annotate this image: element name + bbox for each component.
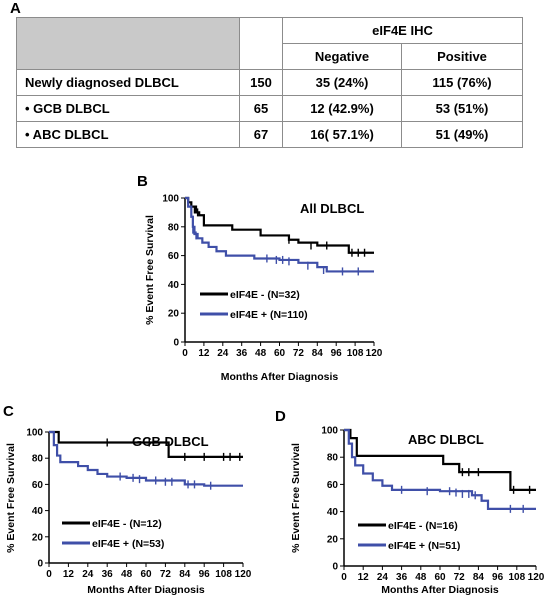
- chart-1-y-tick-label: 60: [32, 480, 44, 491]
- chart-0-y-tick-label: 100: [162, 194, 179, 205]
- chart-2-series-0-line: [344, 428, 536, 491]
- chart-2-y-tick-label: 40: [327, 507, 339, 518]
- chart-2-y-axis-label: % Event Free Survival: [290, 443, 302, 553]
- chart-2-x-tick-label: 48: [415, 572, 427, 583]
- chart-1-legend-label: eIF4E - (N=12): [92, 518, 162, 530]
- chart-2-y-tick-label: 0: [332, 562, 338, 573]
- chart-2-x-tick-label: 24: [377, 572, 389, 583]
- chart-1-y-tick-label: 80: [32, 454, 44, 465]
- chart-0-legend-label: eIF4E + (N=110): [230, 309, 308, 321]
- chart-1-x-tick-label: 12: [63, 569, 75, 580]
- chart-2-legend-label: eIF4E + (N=51): [388, 540, 460, 552]
- table-row-label: Newly diagnosed DLBCL: [16, 69, 240, 96]
- chart-1-x-tick-label: 120: [235, 569, 252, 580]
- chart-0-x-tick-label: 84: [312, 348, 324, 359]
- table-row-n: 67: [239, 121, 283, 148]
- chart-0-y-tick-label: 0: [173, 338, 179, 349]
- chart-2-x-tick-label: 0: [341, 572, 347, 583]
- chart-0-x-axis-label: Months After Diagnosis: [221, 371, 339, 383]
- chart-2-x-tick-label: 108: [508, 572, 525, 583]
- chart-2-x-tick-label: 96: [492, 572, 504, 583]
- chart-2-legend-label: eIF4E - (N=16): [388, 520, 458, 532]
- chart-1-x-tick-label: 72: [160, 569, 172, 580]
- chart-1-x-tick-label: 60: [140, 569, 152, 580]
- chart-1-x-tick-label: 48: [121, 569, 133, 580]
- chart-0-x-tick-label: 0: [182, 348, 188, 359]
- table-subheader-row: Negative Positive: [17, 43, 523, 70]
- table-row: • ABC DLBCL 67 16( 57.1%) 51 (49%): [16, 121, 523, 148]
- chart-2-y-tick-label: 60: [327, 480, 339, 491]
- chart-0-x-tick-label: 36: [236, 348, 248, 359]
- chart-2-x-tick-label: 120: [528, 572, 545, 583]
- chart-2-y-tick-label: 100: [321, 426, 338, 437]
- chart-0-y-tick-label: 80: [168, 222, 180, 233]
- table-row-positive: 53 (51%): [401, 95, 523, 122]
- chart-0-legend-label: eIF4E - (N=32): [230, 289, 300, 301]
- chart-1-x-tick-label: 36: [102, 569, 114, 580]
- table-col-positive: Positive: [401, 43, 523, 70]
- chart-2-series-1-line: [344, 428, 536, 510]
- chart-0-x-tick-label: 72: [293, 348, 305, 359]
- chart-0-x-tick-label: 96: [331, 348, 343, 359]
- chart-0-series-1-line: [185, 196, 374, 273]
- chart-1-x-tick-label: 24: [82, 569, 94, 580]
- chart-1-x-tick-label: 96: [199, 569, 211, 580]
- chart-0-y-tick-label: 20: [168, 309, 180, 320]
- chart-1-x-tick-label: 0: [46, 569, 52, 580]
- table-row-label: • GCB DLBCL: [16, 95, 240, 122]
- chart-1-title: GCB DLBCL: [132, 434, 209, 449]
- chart-1-x-axis-label: Months After Diagnosis: [87, 584, 205, 596]
- table-n-header-cell: [239, 17, 283, 70]
- chart-0-x-tick-label: 24: [217, 348, 229, 359]
- chart-0-x-tick-label: 60: [274, 348, 286, 359]
- chart-1-y-tick-label: 20: [32, 532, 44, 543]
- table-row: • GCB DLBCL 65 12 (42.9%) 53 (51%): [16, 95, 523, 122]
- table-row-negative: 35 (24%): [282, 69, 402, 96]
- chart-0-y-tick-label: 60: [168, 251, 180, 262]
- panel-label-a: A: [10, 0, 21, 17]
- chart-1-legend-label: eIF4E + (N=53): [92, 538, 164, 550]
- chart-2-x-tick-label: 84: [473, 572, 485, 583]
- panel-label-b: B: [137, 173, 148, 190]
- chart-1-y-tick-label: 0: [37, 559, 43, 570]
- chart-1-y-tick-label: 100: [26, 428, 43, 439]
- table-row-negative: 16( 57.1%): [282, 121, 402, 148]
- chart-2-x-tick-label: 72: [454, 572, 466, 583]
- chart-2-title: ABC DLBCL: [408, 432, 484, 447]
- table-row-positive: 115 (76%): [401, 69, 523, 96]
- chart-0-y-tick-label: 40: [168, 280, 180, 291]
- chart-1-x-tick-label: 84: [179, 569, 191, 580]
- chart-1-series-1-line: [49, 430, 243, 487]
- chart-1-y-axis-label: % Event Free Survival: [5, 443, 17, 553]
- chart-2-x-tick-label: 60: [434, 572, 446, 583]
- table-row-negative: 12 (42.9%): [282, 95, 402, 122]
- eif4e-ihc-table: eIF4E IHC Negative Positive Newly diagno…: [16, 17, 523, 148]
- panel-label-d: D: [275, 408, 286, 425]
- chart-2-y-tick-label: 20: [327, 534, 339, 545]
- chart-0-x-tick-label: 48: [255, 348, 267, 359]
- table-row-positive: 51 (49%): [401, 121, 523, 148]
- chart-0-series-0-line: [185, 196, 374, 254]
- panel-label-c: C: [3, 403, 14, 420]
- chart-2-x-tick-label: 12: [358, 572, 370, 583]
- chart-0-x-tick-label: 108: [347, 348, 364, 359]
- chart-0-title: All DLBCL: [300, 201, 364, 216]
- chart-0-y-axis-label: % Event Free Survival: [144, 215, 156, 325]
- chart-1-x-tick-label: 108: [215, 569, 232, 580]
- table-row-label: • ABC DLBCL: [16, 121, 240, 148]
- chart-0-x-tick-label: 12: [198, 348, 210, 359]
- chart-2-x-tick-label: 36: [396, 572, 408, 583]
- chart-1-series-0-line: [49, 430, 243, 458]
- chart-1-y-tick-label: 40: [32, 506, 44, 517]
- chart-0-x-tick-label: 120: [366, 348, 383, 359]
- table-col-negative: Negative: [282, 43, 402, 70]
- chart-2-y-tick-label: 80: [327, 453, 339, 464]
- chart-2-x-axis-label: Months After Diagnosis: [381, 584, 499, 596]
